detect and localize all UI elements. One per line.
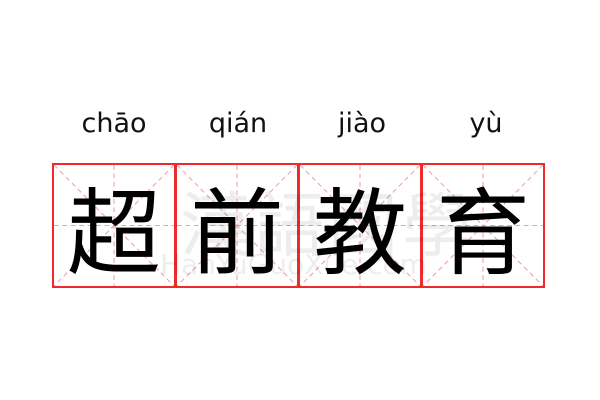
pinyin-2: qián [208, 108, 268, 139]
character-cell: 教 [298, 163, 422, 289]
character-4: 育 [435, 179, 530, 289]
character-cell: 前 [175, 163, 299, 289]
tianzige-guides [423, 165, 543, 286]
pinyin-3: jiào [337, 108, 387, 139]
tianzige-guides [54, 165, 174, 286]
character-2: 前 [189, 179, 284, 289]
pinyin-4: yù [469, 108, 503, 139]
character-1: 超 [66, 179, 161, 289]
tianzige-guides [300, 165, 420, 286]
tianzige-guides [177, 165, 297, 286]
character-grid: 超 前 教 育 [52, 163, 549, 289]
character-cell: 超 [52, 163, 176, 289]
character-3: 教 [312, 179, 407, 289]
character-cell: 育 [421, 163, 545, 289]
pinyin-1: chāo [81, 108, 147, 139]
